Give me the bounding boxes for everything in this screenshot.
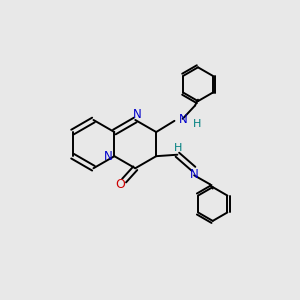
Text: H: H (174, 143, 182, 153)
Text: O: O (116, 178, 125, 191)
Text: N: N (179, 113, 188, 126)
Text: H: H (193, 119, 201, 129)
Text: N: N (190, 168, 199, 181)
Text: N: N (103, 150, 112, 163)
Text: N: N (132, 108, 141, 121)
